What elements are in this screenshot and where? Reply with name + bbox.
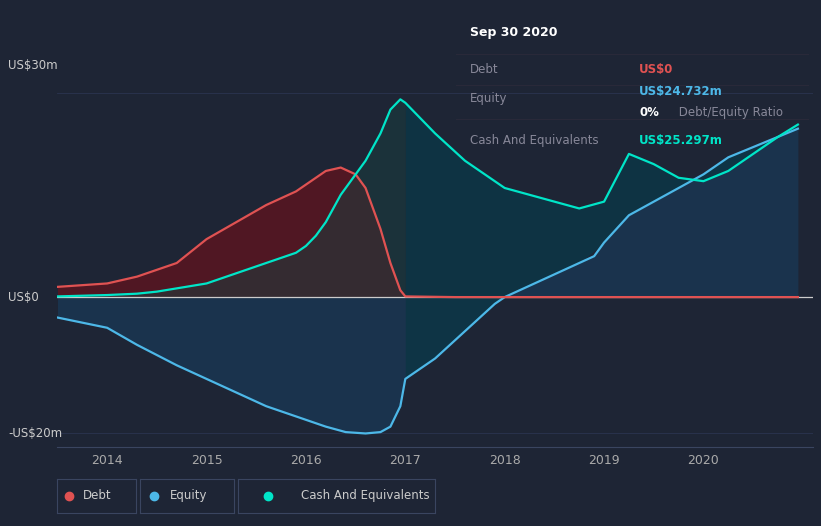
Text: US$0: US$0 bbox=[8, 290, 39, 304]
Text: 0%: 0% bbox=[640, 106, 659, 119]
Text: Equity: Equity bbox=[470, 93, 507, 106]
Text: Debt: Debt bbox=[470, 63, 498, 76]
Text: -US$20m: -US$20m bbox=[8, 427, 62, 440]
Text: US$24.732m: US$24.732m bbox=[640, 85, 723, 98]
Text: Debt/Equity Ratio: Debt/Equity Ratio bbox=[675, 106, 782, 119]
Text: US$25.297m: US$25.297m bbox=[640, 134, 723, 147]
Text: Cash And Equivalents: Cash And Equivalents bbox=[301, 489, 429, 502]
Text: Equity: Equity bbox=[170, 489, 208, 502]
Text: US$30m: US$30m bbox=[8, 58, 58, 72]
Text: Sep 30 2020: Sep 30 2020 bbox=[470, 26, 557, 39]
Text: Debt: Debt bbox=[83, 489, 112, 502]
Text: Cash And Equivalents: Cash And Equivalents bbox=[470, 134, 599, 147]
Text: US$0: US$0 bbox=[640, 63, 673, 76]
